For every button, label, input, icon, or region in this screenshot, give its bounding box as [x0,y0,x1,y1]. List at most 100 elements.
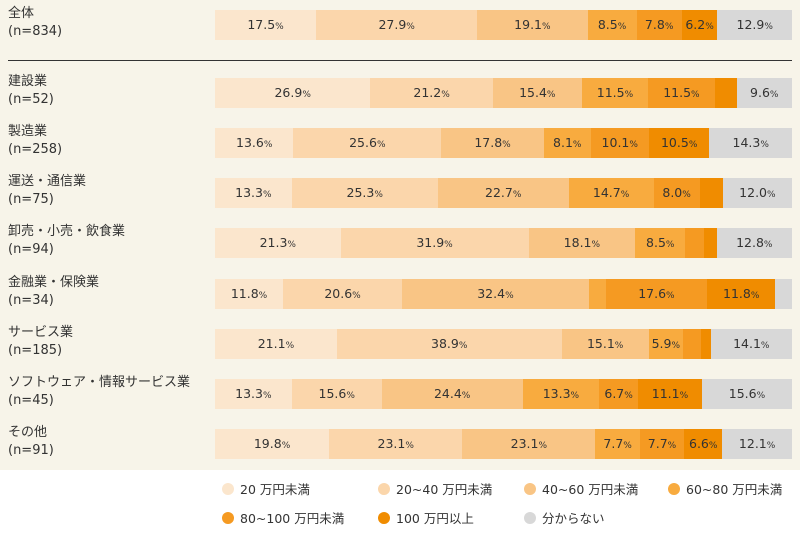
data-label: 32.4% [477,279,513,311]
bar-track: 13.3% 15.6% 24.4% 13.3% 6.7% 11.1% 15.6% [215,379,792,409]
data-label: 21.2% [413,78,449,110]
data-label-unit: % [705,22,714,32]
bar-segment [590,128,649,158]
data-label-unit: % [667,441,677,451]
data-label-value: 24.4 [433,386,462,401]
data-label-unit: % [441,90,450,100]
data-label: 26.9% [274,78,310,110]
bar-track: 21.3% 31.9% 18.1% 8.5% 12.8% [215,228,792,258]
legend-swatch [524,511,536,524]
data-label-unit: % [346,391,355,401]
data-label: 22.7% [485,178,521,210]
data-label-unit: % [352,291,361,301]
bar-segment [215,178,292,208]
data-label-unit: % [671,341,681,351]
bar-segment [329,429,463,459]
data-label-value: 27.9 [378,17,407,32]
legend-swatch [524,482,536,495]
data-label-value: 10.1 [601,135,630,150]
data-label: 19.8% [254,429,290,461]
data-label: 11.8% [231,279,267,311]
data-label-unit: % [623,441,632,451]
bar-segment [477,10,588,40]
data-label-unit: % [760,140,769,150]
row-category: 運送・通信業 [8,174,87,189]
bar-segment [648,78,715,108]
data-label-unit: % [629,140,638,150]
data-label-value: 13.3 [542,386,571,401]
bar-segment [704,228,717,258]
data-label-unit: % [406,22,415,32]
data-label-unit: % [664,22,674,32]
bar-segment [685,228,705,258]
legend-swatch [668,482,680,495]
legend-item: 20 万円未満 [222,479,310,498]
data-label-unit: % [374,190,383,200]
bar-segment [648,329,683,359]
bar-segment [528,228,636,258]
data-label-unit: % [767,190,776,200]
bar-segment [653,178,700,208]
data-label: 12.9% [737,10,773,42]
data-label-unit: % [502,140,511,150]
data-label-value: 6.6 [688,436,709,451]
legend-item: 100 万円以上 [378,508,474,527]
row-sample-size: (n=34) [8,293,54,308]
data-label-unit: % [570,391,580,401]
bar-segment [714,78,737,108]
bar-segment [336,329,562,359]
bar-segment [636,10,682,40]
data-label-unit: % [624,391,633,401]
data-label-unit: % [617,22,627,32]
bar-segment [684,429,723,459]
data-label-unit: % [287,240,296,250]
bar-segment [316,10,478,40]
row-category: 卸売・小売・飲食業 [8,224,126,239]
data-label-value: 15.4 [519,85,547,100]
data-label-value: 25.6 [349,135,377,150]
data-label-value: 11.8 [230,286,259,301]
bar-segment [588,279,606,309]
data-label: 15.4% [519,78,555,110]
data-label-value: 8.5 [597,17,618,32]
row-label: 製造業 (n=258) [8,123,62,159]
data-label-value: 15.6 [728,386,757,401]
data-label: 11.5% [663,78,699,110]
data-label-unit: % [263,140,273,150]
data-label: 17.8% [474,128,510,160]
bar-segment [709,128,792,158]
data-label: 8.1% [553,128,581,160]
row-label: ソフトウェア・情報サービス業 (n=45) [8,374,190,410]
data-label-unit: % [444,240,453,250]
data-label-value: 11.5 [596,85,625,100]
data-label-value: 12.1 [738,436,767,451]
legend-swatch [378,482,390,495]
data-label: 8.0% [662,178,690,210]
legend-item: 60~80 万円未満 [668,479,782,498]
data-label-unit: % [376,140,386,150]
data-label: 13.3% [235,379,271,411]
data-label-unit: % [764,22,773,32]
data-label: 13.3% [235,178,271,210]
data-label-unit: % [461,391,471,401]
bar-segment [291,178,438,208]
data-label: 10.1% [602,128,638,160]
data-label-unit: % [760,341,770,351]
data-label-value: 7.7 [603,436,624,451]
data-label-unit: % [405,441,414,451]
data-label-value: 8.0 [662,185,683,200]
bar-segment [215,228,341,258]
legend-label: 分からない [542,511,605,526]
bar-segment [293,128,442,158]
data-label-value: 6.2 [685,17,706,32]
bar-segment [283,279,402,309]
bar-segment [736,78,792,108]
data-label: 27.9% [378,10,414,42]
data-label-value: 38.9 [431,336,459,351]
data-label: 25.3% [347,178,383,210]
row-sample-size: (n=258) [8,142,63,157]
data-label: 11.5% [597,78,633,110]
data-label-unit: % [458,341,468,351]
data-label: 20.6% [324,279,360,311]
